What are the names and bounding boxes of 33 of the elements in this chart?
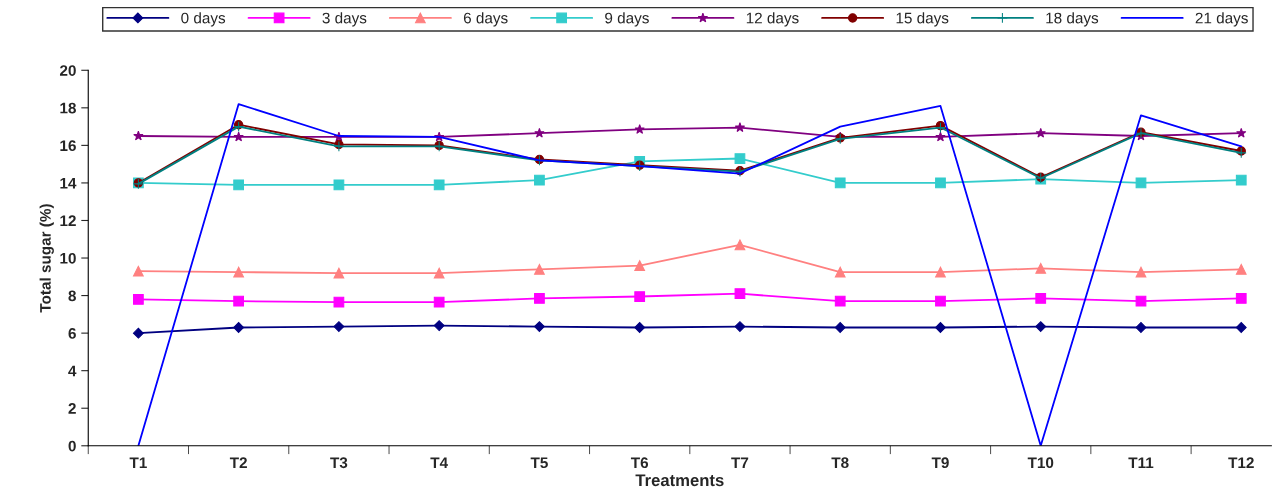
y-tick-label: 2	[68, 403, 76, 414]
y-axis-title: Total sugar (%)	[39, 204, 54, 313]
y-tick-label: 14	[60, 177, 77, 189]
y-tick-label: 4	[68, 365, 77, 377]
x-tick-label: T5	[530, 457, 548, 469]
legend-label: 6 days	[463, 12, 508, 27]
legend-label: 21 days	[1195, 12, 1248, 27]
y-tick-label: 12	[60, 215, 76, 227]
y-tick-label: 8	[68, 290, 76, 302]
y-tick-label: 10	[60, 252, 76, 264]
x-tick-label: T8	[831, 457, 849, 469]
x-tick-label: T10	[1027, 457, 1054, 469]
x-axis-title: Treatments	[635, 474, 724, 487]
legend-label: 0 days	[181, 12, 226, 27]
legend-label: 3 days	[322, 12, 367, 27]
x-tick-label: T6	[630, 457, 649, 469]
legend-label: 12 days	[746, 12, 799, 27]
x-tick-label: T11	[1128, 457, 1154, 468]
legend-label: 9 days	[605, 12, 649, 27]
y-tick-label: 6	[68, 327, 76, 339]
y-tick-label: 0	[68, 440, 76, 452]
legend-label: 18 days	[1046, 12, 1099, 27]
y-tick-label: 20	[59, 65, 76, 76]
x-tick-label: T3	[330, 457, 348, 469]
x-tick-label: T12	[1228, 457, 1254, 468]
y-tick-label: 16	[60, 140, 76, 152]
x-tick-label: T2	[229, 457, 247, 468]
x-tick-label: T1	[129, 457, 147, 468]
legend-label: 15 days	[896, 12, 949, 27]
x-tick-label: T9	[931, 457, 949, 469]
x-tick-label: T7	[731, 457, 749, 468]
x-tick-label: T4	[430, 457, 448, 468]
y-tick-label: 18	[60, 102, 76, 114]
